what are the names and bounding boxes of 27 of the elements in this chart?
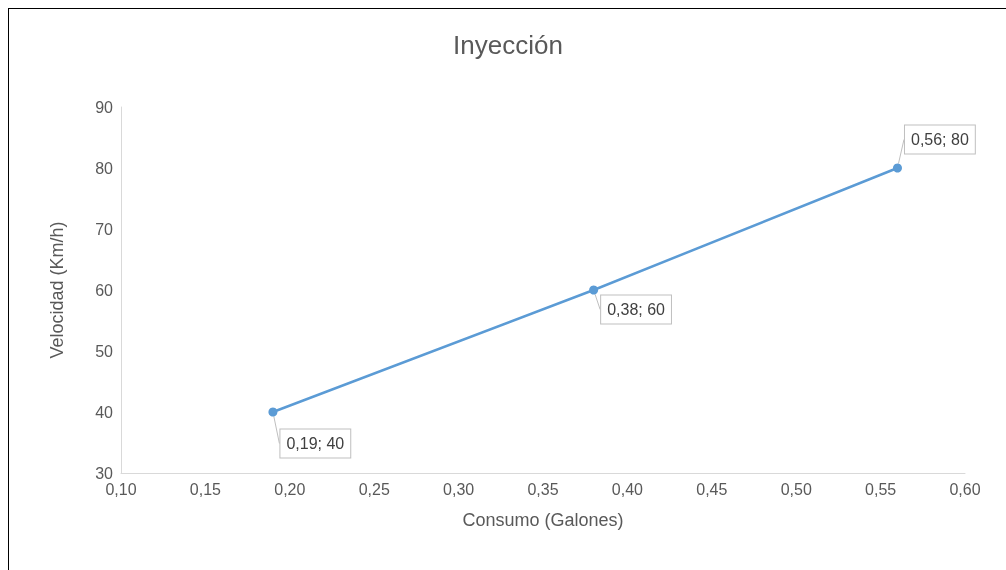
x-tick-label: 0,55 [865,480,897,498]
y-tick-label: 80 [95,159,114,177]
chart-title: Inyección [453,30,563,60]
data-label: 0,19; 40 [286,435,345,452]
x-tick-label: 0,30 [443,480,475,498]
point [892,163,902,173]
point [268,407,278,417]
x-tick-label: 0,60 [949,480,981,498]
x-tick-label: 0,20 [274,480,306,498]
x-axis-title: Consumo (Galones) [462,510,624,530]
y-tick-label: 60 [95,281,114,299]
y-tick-label: 30 [95,464,114,482]
x-tick-label: 0,45 [696,480,728,498]
x-tick-label: 0,25 [358,480,390,498]
x-tick-label: 0,50 [780,480,812,498]
x-tick-label: 0,35 [527,480,559,498]
y-tick-label: 70 [95,220,114,238]
x-tick-label: 0,40 [611,480,644,498]
data-label: 0,56; 80 [910,131,969,148]
point [589,285,599,295]
y-tick-label: 50 [95,342,114,360]
data-label: 0,38; 60 [607,301,666,318]
y-tick-label: 90 [95,98,114,116]
x-tick-label: 0,10 [105,480,137,498]
x-tick-label: 0,15 [189,480,222,498]
y-tick-label: 40 [95,403,114,421]
y-axis-title: Velocidad (Km/h) [47,221,67,359]
